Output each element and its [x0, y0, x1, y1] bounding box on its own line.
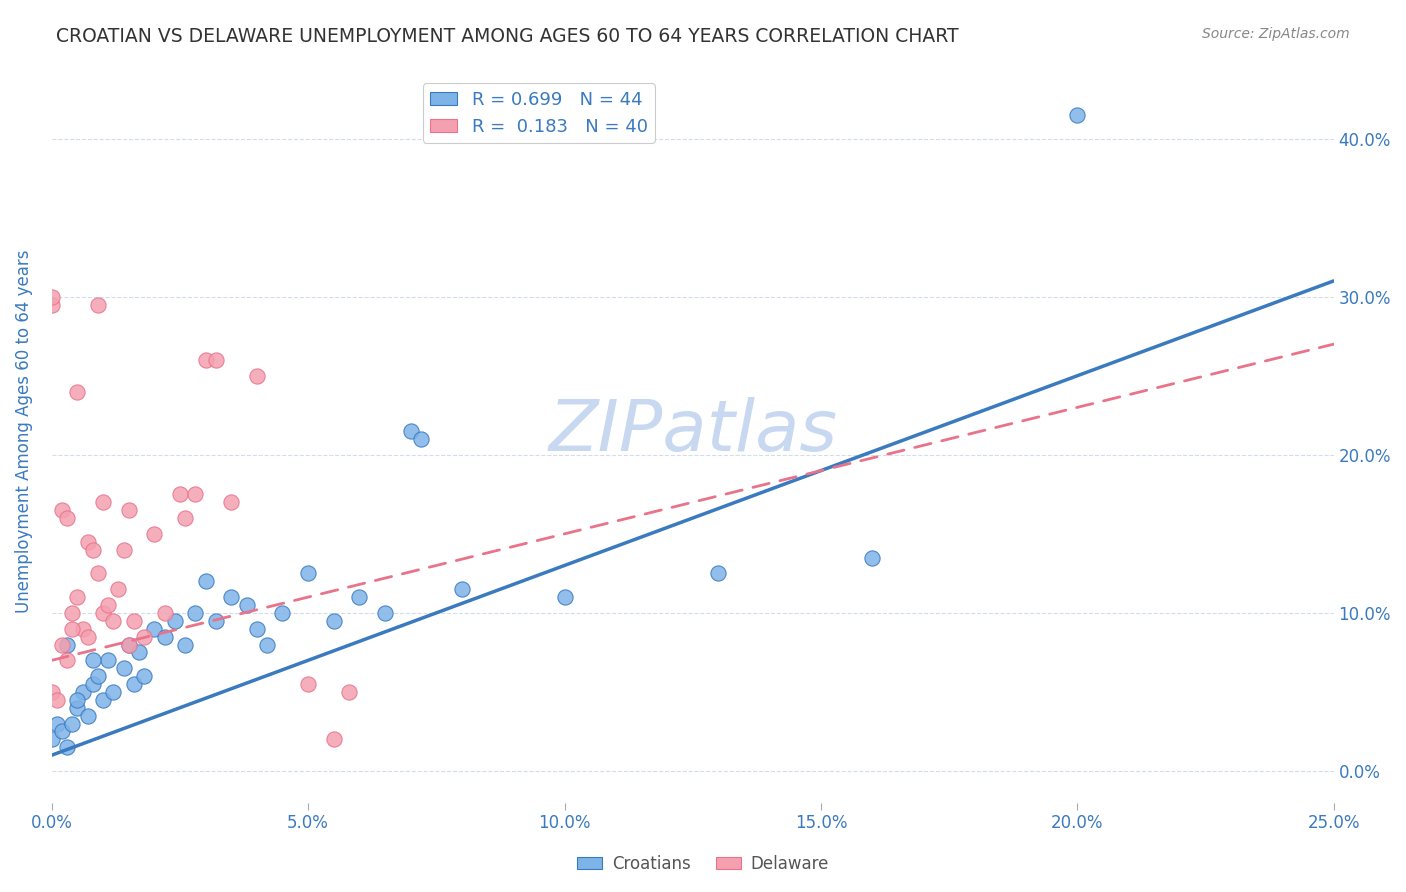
Croatians — [707, 566, 730, 581]
Croatians — [66, 693, 89, 707]
Delaware — [246, 368, 269, 383]
Croatians — [97, 653, 120, 667]
Croatians — [194, 574, 217, 589]
Delaware — [51, 638, 73, 652]
Delaware — [194, 353, 217, 368]
Croatians — [399, 424, 422, 438]
Croatians — [297, 566, 319, 581]
Delaware — [219, 495, 242, 509]
Delaware — [56, 653, 79, 667]
Delaware — [91, 495, 114, 509]
Croatians — [153, 630, 176, 644]
Delaware — [122, 614, 145, 628]
Delaware — [45, 693, 67, 707]
Croatians — [112, 661, 135, 675]
Delaware — [60, 606, 83, 620]
Delaware — [41, 290, 63, 304]
Croatians — [51, 724, 73, 739]
Delaware — [66, 384, 89, 399]
Delaware — [76, 534, 98, 549]
Delaware — [56, 511, 79, 525]
Delaware — [297, 677, 319, 691]
Croatians — [349, 590, 371, 604]
Delaware — [132, 630, 155, 644]
Delaware — [118, 503, 141, 517]
Croatians — [256, 638, 278, 652]
Croatians — [322, 614, 344, 628]
Croatians — [76, 708, 98, 723]
Croatians — [1066, 108, 1088, 122]
Delaware — [169, 487, 191, 501]
Croatians — [56, 638, 79, 652]
Croatians — [45, 716, 67, 731]
Croatians — [235, 598, 257, 612]
Croatians — [553, 590, 575, 604]
Croatians — [374, 606, 396, 620]
Delaware — [87, 566, 110, 581]
Croatians — [860, 550, 883, 565]
Delaware — [82, 542, 104, 557]
Delaware — [76, 630, 98, 644]
Delaware — [97, 598, 120, 612]
Croatians — [87, 669, 110, 683]
Text: ZIPatlas: ZIPatlas — [548, 397, 837, 466]
Croatians — [271, 606, 294, 620]
Croatians — [41, 732, 63, 747]
Delaware — [337, 685, 360, 699]
Y-axis label: Unemployment Among Ages 60 to 64 years: Unemployment Among Ages 60 to 64 years — [15, 250, 32, 613]
Croatians — [246, 622, 269, 636]
Delaware — [107, 582, 129, 597]
Croatians — [72, 685, 94, 699]
Delaware — [322, 732, 344, 747]
Croatians — [118, 638, 141, 652]
Croatians — [219, 590, 242, 604]
Croatians — [409, 432, 432, 446]
Croatians — [205, 614, 228, 628]
Croatians — [56, 740, 79, 755]
Delaware — [41, 685, 63, 699]
Croatians — [122, 677, 145, 691]
Croatians — [451, 582, 474, 597]
Croatians — [132, 669, 155, 683]
Legend: Croatians, Delaware: Croatians, Delaware — [571, 848, 835, 880]
Delaware — [205, 353, 228, 368]
Delaware — [51, 503, 73, 517]
Delaware — [87, 298, 110, 312]
Delaware — [112, 542, 135, 557]
Delaware — [66, 590, 89, 604]
Croatians — [128, 645, 150, 659]
Croatians — [60, 716, 83, 731]
Delaware — [184, 487, 207, 501]
Text: CROATIAN VS DELAWARE UNEMPLOYMENT AMONG AGES 60 TO 64 YEARS CORRELATION CHART: CROATIAN VS DELAWARE UNEMPLOYMENT AMONG … — [56, 27, 959, 45]
Croatians — [163, 614, 186, 628]
Croatians — [174, 638, 197, 652]
Delaware — [153, 606, 176, 620]
Croatians — [103, 685, 125, 699]
Croatians — [82, 677, 104, 691]
Delaware — [72, 622, 94, 636]
Croatians — [82, 653, 104, 667]
Croatians — [91, 693, 114, 707]
Delaware — [60, 622, 83, 636]
Text: Source: ZipAtlas.com: Source: ZipAtlas.com — [1202, 27, 1350, 41]
Legend: R = 0.699   N = 44, R =  0.183   N = 40: R = 0.699 N = 44, R = 0.183 N = 40 — [423, 84, 655, 143]
Delaware — [118, 638, 141, 652]
Delaware — [41, 298, 63, 312]
Delaware — [143, 526, 166, 541]
Delaware — [91, 606, 114, 620]
Croatians — [143, 622, 166, 636]
Croatians — [184, 606, 207, 620]
Delaware — [103, 614, 125, 628]
Delaware — [174, 511, 197, 525]
Croatians — [66, 700, 89, 714]
